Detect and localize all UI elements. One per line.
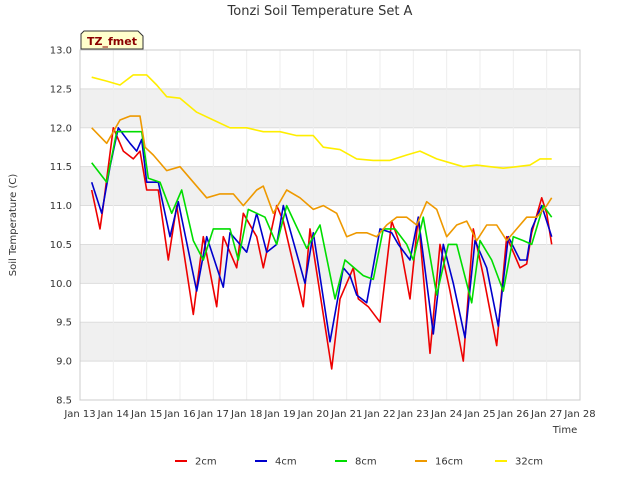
- y-tick-label: 11.0: [50, 201, 72, 212]
- y-axis-ticks: 8.5 9.0 9.5 10.0 10.5 11.0 11.5 12.0 12.5 13.0: [50, 46, 72, 407]
- site-badge-label: TZ_fmet: [87, 35, 137, 48]
- site-badge-box: [80, 30, 144, 50]
- series-line-32cm: [91, 74, 552, 169]
- y-tick-label: 11.5: [50, 162, 72, 173]
- series-line-4cm: [90, 127, 553, 343]
- legend: 2cm 4cm 8cm 16cm 32cm: [175, 457, 543, 468]
- legend-label-4cm: 4cm: [275, 457, 297, 468]
- x-axis-ticks: Jan 13 Jan 14 Jan 15 Jan 16 Jan 17 Jan 18 Jan …: [63, 409, 595, 420]
- y-axis-label: Soil Temperature (C): [8, 174, 19, 277]
- y-tick-label: 10.0: [50, 279, 72, 290]
- y-tick-label: 13.0: [50, 46, 72, 57]
- x-tick-label: Jan 18: [230, 409, 262, 420]
- x-tick-label: Jan 21: [330, 409, 362, 420]
- x-tick-label: Jan 23: [397, 409, 429, 420]
- x-tick-label: Jan 13: [63, 409, 95, 420]
- x-tick-label: Jan 20: [297, 409, 329, 420]
- legend-label-2cm: 2cm: [195, 457, 217, 468]
- legend-label-16cm: 16cm: [435, 457, 463, 468]
- plot-band: [80, 166, 580, 206]
- series-line-2cm: [90, 127, 553, 370]
- y-tick-label: 9.5: [56, 318, 72, 329]
- x-tick-label: Jan 26: [497, 409, 529, 420]
- x-tick-label: Jan 17: [197, 409, 229, 420]
- x-tick-label: Jan 19: [263, 409, 295, 420]
- x-tick-label: Jan 15: [130, 409, 162, 420]
- plot-band: [80, 88, 580, 128]
- x-tick-label: Jan 14: [97, 409, 129, 420]
- legend-label-32cm: 32cm: [515, 457, 543, 468]
- x-tick-label: Jan 16: [163, 409, 195, 420]
- series-line-8cm: [91, 130, 553, 304]
- y-tick-label: 12.5: [50, 84, 72, 95]
- chart-title: Tonzi Soil Temperature Set A: [227, 4, 413, 19]
- legend-label-8cm: 8cm: [355, 457, 377, 468]
- y-tick-label: 10.5: [50, 240, 72, 251]
- x-tick-label: Jan 28: [563, 409, 595, 420]
- x-tick-label: Jan 27: [530, 409, 562, 420]
- y-tick-label: 9.0: [56, 357, 72, 368]
- site-badge: TZ_fmet: [80, 30, 144, 50]
- plot-frame: [79, 49, 581, 401]
- plot-bands: [80, 50, 580, 400]
- x-tick-label: Jan 22: [363, 409, 395, 420]
- y-tick-label: 12.0: [50, 123, 72, 134]
- x-tick-label: Jan 24: [430, 409, 462, 420]
- x-axis-label: Time: [552, 425, 577, 436]
- series-lines: [90, 74, 553, 370]
- series-line-16cm: [91, 115, 553, 242]
- x-tick-label: Jan 25: [463, 409, 495, 420]
- gridlines: [79, 49, 581, 401]
- y-tick-label: 8.5: [56, 396, 72, 407]
